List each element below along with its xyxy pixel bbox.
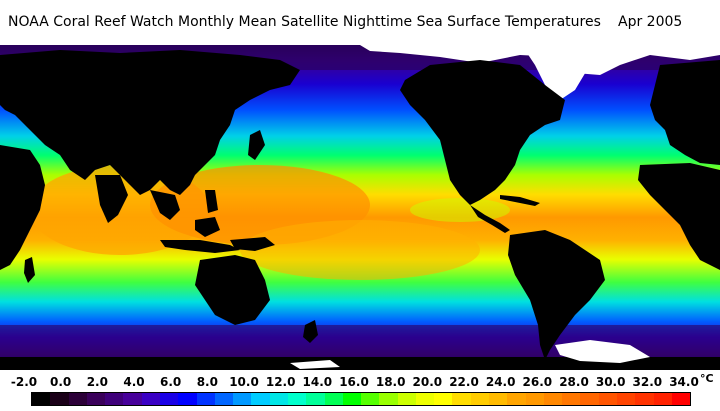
colorbar-cell	[635, 393, 654, 405]
colorbar-cell	[397, 393, 416, 405]
colorbar-cell	[159, 393, 179, 405]
colorbar-tick-label: 24.0	[485, 375, 516, 389]
eurasia	[0, 50, 300, 195]
africa-right	[638, 163, 720, 270]
colorbar-cell	[543, 393, 563, 405]
colorbar-cell	[562, 393, 581, 405]
africa-left	[0, 145, 45, 270]
colorbar-cell	[342, 393, 362, 405]
australia	[195, 255, 270, 325]
colorbar-cell	[452, 393, 471, 405]
colorbar-cell	[196, 393, 215, 405]
cool-tongue-east-pacific	[410, 198, 510, 222]
europe-west	[650, 60, 720, 165]
caribbean-islands	[500, 195, 540, 206]
indonesia	[160, 240, 240, 253]
colorbar-cell	[653, 393, 672, 405]
colorbar-labels: -2.0 0.0 2.0 4.0 6.0 8.0 10.0 12.0 14.0 16.0 18.0 2…	[0, 373, 720, 391]
central-america	[470, 205, 510, 233]
map-title-date: Apr 2005	[618, 14, 683, 30]
colorbar-tick-label: 34.0	[669, 375, 699, 389]
colorbar-tick-label: 14.0	[302, 375, 333, 389]
philippines	[205, 190, 218, 213]
colorbar-tick-label: 30.0	[595, 375, 626, 389]
colorbar-tick-label: 2.0	[86, 375, 108, 389]
colorbar-cell	[50, 393, 69, 405]
colorbar-cell	[269, 393, 288, 405]
sst-map	[0, 45, 720, 370]
colorbar-cell	[233, 393, 252, 405]
colorbar-cell	[214, 393, 234, 405]
colorbar-tick-label: 4.0	[123, 375, 145, 389]
colorbar-cell	[105, 393, 124, 405]
madagascar	[24, 257, 35, 283]
colorbar-cell	[415, 393, 435, 405]
north-america	[400, 60, 565, 205]
colorbar-tick-label: 8.0	[196, 375, 218, 389]
colorbar-tick-label: 12.0	[265, 375, 296, 389]
map-title-main: NOAA Coral Reef Watch Monthly Mean Satel…	[8, 14, 601, 30]
southeast-asia	[150, 190, 180, 220]
colorbar-cell	[86, 393, 106, 405]
colorbar-cell	[68, 393, 87, 405]
japan	[248, 130, 265, 160]
greenland	[525, 50, 590, 100]
south-america	[508, 230, 605, 360]
colorbar-cell	[379, 393, 398, 405]
colorbar-tick-label: 18.0	[375, 375, 406, 389]
india	[95, 175, 128, 223]
antarctica	[0, 357, 720, 370]
borneo	[195, 217, 220, 237]
colorbar-tick-label: -2.0	[10, 375, 38, 389]
colorbar-tick-label: 32.0	[632, 375, 663, 389]
arctic-ice	[360, 45, 720, 75]
colorbar-cell	[580, 393, 599, 405]
colorbar-tick-label: 6.0	[160, 375, 182, 389]
colorbar	[31, 392, 691, 406]
antarctic-ice-2	[290, 360, 340, 369]
colorbar-tick-label: 0.0	[50, 375, 72, 389]
colorbar-cell	[306, 393, 325, 405]
colorbar-unit: °C	[700, 372, 714, 385]
colorbar-cell	[525, 393, 544, 405]
colorbar-cell	[287, 393, 307, 405]
colorbar-tick-label: 16.0	[339, 375, 369, 389]
new-zealand	[303, 320, 318, 343]
colorbar-tick-label: 20.0	[412, 375, 443, 389]
colorbar-cell	[361, 393, 380, 405]
colorbar-cell	[617, 393, 636, 405]
colorbar-cell	[123, 393, 142, 405]
colorbar-cell	[598, 393, 617, 405]
colorbar-cell	[470, 393, 490, 405]
colorbar-tick-label: 26.0	[522, 375, 553, 389]
map-title: NOAA Coral Reef Watch Monthly Mean Satel…	[0, 12, 720, 32]
new-guinea	[230, 237, 275, 251]
colorbar-cell	[671, 393, 691, 405]
colorbar-cell	[324, 393, 343, 405]
colorbar-cell	[489, 393, 508, 405]
colorbar-cell	[434, 393, 453, 405]
colorbar-cell	[251, 393, 270, 405]
colorbar-cell	[178, 393, 197, 405]
colorbar-tick-label: 28.0	[559, 375, 589, 389]
colorbar-tick-label: 10.0	[229, 375, 259, 389]
colorbar-cell	[141, 393, 160, 405]
warm-tongue-south-pacific	[240, 220, 480, 280]
antarctic-ice	[555, 340, 650, 363]
colorbar-tick-label: 22.0	[449, 375, 479, 389]
colorbar-cell	[32, 393, 51, 405]
colorbar-cell	[507, 393, 526, 405]
sst-map-svg	[0, 45, 720, 370]
